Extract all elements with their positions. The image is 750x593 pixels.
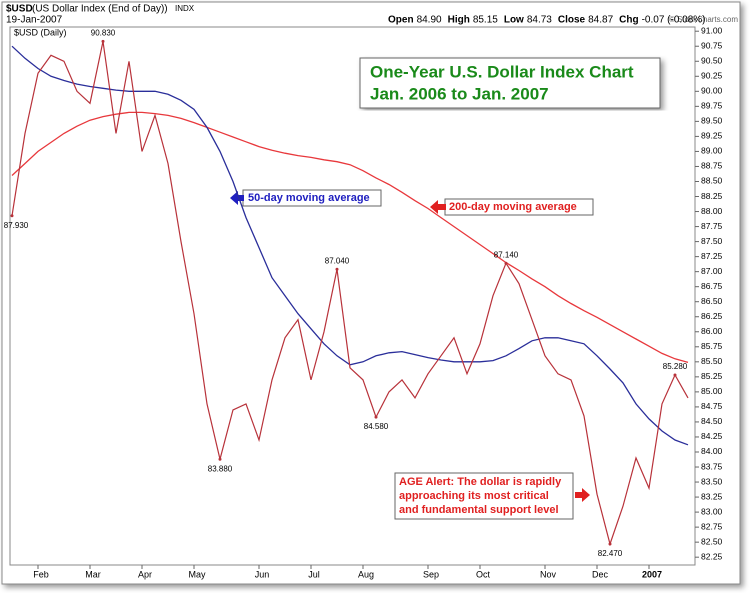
y-tick-label: 88.25	[701, 191, 723, 201]
y-tick-label: 82.50	[701, 536, 723, 546]
y-tick-label: 87.25	[701, 251, 723, 261]
y-tick-label: 86.75	[701, 281, 723, 291]
y-tick-label: 85.25	[701, 371, 723, 381]
y-tick-label: 85.00	[701, 386, 723, 396]
y-tick-label: 90.00	[701, 86, 723, 96]
x-tick-label: Apr	[138, 569, 152, 579]
plot-area	[9, 26, 696, 566]
x-tick-label: Aug	[358, 569, 374, 579]
y-tick-label: 90.75	[701, 40, 723, 50]
y-tick-label: 83.75	[701, 461, 723, 471]
y-tick-label: 86.00	[701, 326, 723, 336]
y-tick-label: 90.25	[701, 71, 723, 81]
y-tick-label: 90.50	[701, 56, 723, 66]
chart-title: One-Year U.S. Dollar Index Chart	[370, 62, 634, 81]
y-tick-label: 82.25	[701, 551, 723, 561]
y-tick-label: 87.75	[701, 221, 723, 231]
y-tick-label: 91.00	[701, 25, 723, 35]
point	[218, 457, 222, 461]
y-tick-label: 86.50	[701, 296, 723, 306]
y-tick-label: 89.50	[701, 116, 723, 126]
series-line	[11, 41, 689, 547]
y-tick-label: 83.50	[701, 476, 723, 486]
alert-box	[394, 472, 574, 520]
quote-label: Close	[558, 15, 586, 26]
x-tick-label: Feb	[33, 569, 49, 579]
alert-line: and fundamental support level	[399, 504, 559, 516]
y-tick-label: 88.75	[701, 161, 723, 171]
point	[504, 261, 508, 265]
x-tick-label: Sep	[423, 569, 439, 579]
x-tick-label: Dec	[592, 569, 609, 579]
subtitle: $USD (Daily)	[14, 27, 67, 37]
point	[374, 415, 378, 419]
point	[101, 39, 105, 43]
annotation: 50-day moving average	[248, 192, 370, 204]
quote-label: Open	[388, 15, 414, 26]
y-tick-label: 86.25	[701, 311, 723, 321]
title-box	[359, 57, 661, 109]
y-tick-label: 88.50	[701, 176, 723, 186]
source: © StockCharts.com	[669, 15, 738, 24]
data-label: 87.140	[494, 250, 519, 259]
data-label: 84.580	[364, 422, 389, 431]
date: 19-Jan-2007	[6, 15, 63, 26]
alert-line: approaching its most critical	[399, 490, 549, 502]
y-tick-label: 84.50	[701, 416, 723, 426]
quote-value: 85.15	[473, 15, 498, 26]
alert-line: AGE Alert: The dollar is rapidly	[399, 476, 562, 488]
x-tick-label: Oct	[476, 569, 491, 579]
description: (US Dollar Index (End of Day))	[32, 4, 168, 15]
quote-label: High	[448, 15, 470, 26]
y-tick-label: 89.25	[701, 131, 723, 141]
x-tick-label: Jul	[308, 569, 320, 579]
chart-title: Jan. 2006 to Jan. 2007	[370, 84, 549, 103]
quote-value: -0.07 (-0.08%)	[642, 15, 706, 26]
data-label: 87.930	[4, 221, 29, 230]
data-label: 82.470	[598, 549, 623, 558]
quote-label: Low	[504, 15, 524, 26]
y-tick-label: 82.75	[701, 521, 723, 531]
x-tick-label: 2007	[642, 569, 662, 579]
quote-value: 84.87	[588, 15, 613, 26]
data-label: 90.830	[91, 29, 116, 38]
arrow	[430, 200, 446, 214]
arrow	[230, 191, 244, 205]
x-tick-label: Nov	[540, 569, 557, 579]
point	[335, 267, 339, 271]
y-tick-label: 84.25	[701, 431, 723, 441]
y-tick-label: 83.25	[701, 491, 723, 501]
exchange: INDX	[175, 4, 195, 13]
arrow	[575, 488, 590, 502]
data-label: 83.880	[208, 464, 233, 473]
y-tick-label: 83.00	[701, 506, 723, 516]
x-tick-label: Mar	[85, 569, 101, 579]
y-tick-label: 89.75	[701, 101, 723, 111]
y-tick-label: 85.50	[701, 356, 723, 366]
symbol: $USD	[6, 4, 33, 15]
y-tick-label: 87.00	[701, 266, 723, 276]
y-tick-label: 88.00	[701, 206, 723, 216]
quote-value: 84.73	[527, 15, 552, 26]
x-tick-label: Jun	[255, 569, 270, 579]
y-tick-label: 84.00	[701, 446, 723, 456]
x-tick-label: May	[188, 569, 206, 579]
point	[608, 542, 612, 546]
series-line	[11, 111, 689, 364]
y-tick-label: 85.75	[701, 341, 723, 351]
data-label: 85.280	[663, 362, 688, 371]
quote-value: 84.90	[417, 15, 442, 26]
annotation: 200-day moving average	[449, 201, 577, 213]
y-tick-label: 84.75	[701, 401, 723, 411]
point	[673, 373, 677, 377]
y-tick-label: 87.50	[701, 236, 723, 246]
point	[10, 214, 14, 218]
y-tick-label: 89.00	[701, 146, 723, 156]
quote-label: Chg	[619, 15, 638, 26]
data-label: 87.040	[325, 256, 350, 265]
